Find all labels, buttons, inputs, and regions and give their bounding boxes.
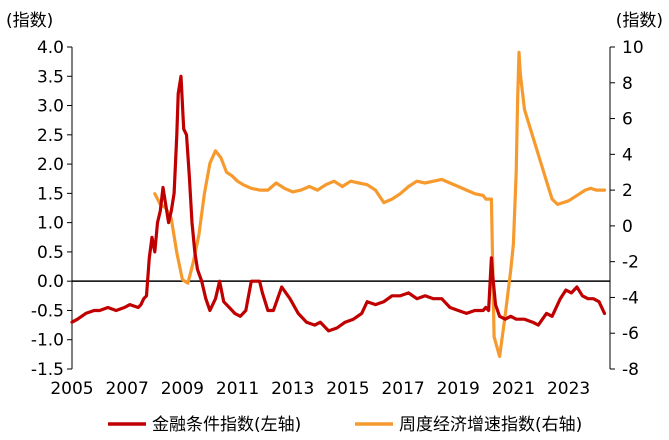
x-tick-label: 2017	[381, 379, 424, 399]
weekly-growth-line	[153, 50, 607, 359]
right-axis-unit: (指数)	[616, 11, 663, 31]
legend-weekly-growth-label: 周度经济增速指数(右轴)	[399, 415, 582, 435]
x-tick-label: 2011	[216, 379, 259, 399]
left-tick-label: -0.5	[31, 301, 64, 321]
right-tick-label: 0	[622, 217, 633, 237]
left-axis-unit: (指数)	[6, 11, 53, 31]
x-tick-label: 2013	[271, 379, 314, 399]
right-tick-label: -6	[622, 324, 639, 344]
left-tick-label: -1.5	[31, 360, 64, 380]
x-tick-label: 2015	[326, 379, 369, 399]
financial-conditions-line	[70, 74, 607, 333]
right-tick-label: 6	[622, 110, 633, 130]
right-tick-label: -2	[622, 253, 639, 273]
legend-financial-conditions-label: 金融条件指数(左轴)	[152, 415, 301, 435]
left-tick-label: 1.5	[37, 184, 64, 204]
x-tick-label: 2019	[437, 379, 480, 399]
right-tick-label: -4	[622, 288, 639, 308]
left-tick-label: 2.5	[37, 126, 64, 146]
x-tick-label: 2021	[492, 379, 535, 399]
right-tick-label: 2	[622, 181, 633, 201]
left-tick-label: 3.0	[37, 97, 64, 117]
right-tick-label: -8	[622, 360, 639, 380]
left-tick-label: 0.0	[37, 272, 64, 292]
right-tick-label: 4	[622, 145, 633, 165]
x-tick-label: 2007	[106, 379, 149, 399]
left-tick-label: 4.0	[37, 38, 64, 58]
x-tick-label: 2023	[547, 379, 590, 399]
x-tick-label: 2009	[161, 379, 204, 399]
right-tick-label: 8	[622, 74, 633, 94]
left-tick-label: 1.0	[37, 214, 64, 234]
left-tick-label: 0.5	[37, 243, 64, 263]
x-tick-label: 2005	[50, 379, 93, 399]
left-tick-label: 3.5	[37, 67, 64, 87]
right-tick-label: 10	[622, 38, 644, 58]
left-tick-label: -1.0	[31, 331, 64, 351]
left-tick-label: 2.0	[37, 155, 64, 175]
